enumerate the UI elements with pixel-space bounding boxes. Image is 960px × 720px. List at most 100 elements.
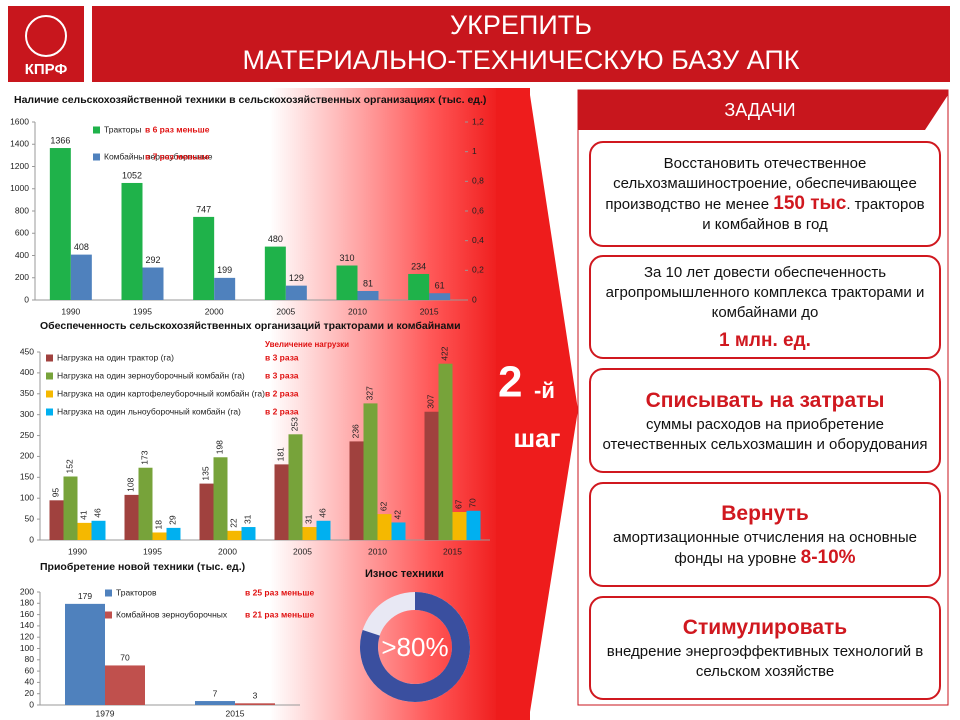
x-tick-label: 1990 (68, 546, 87, 556)
legend-note: в 3 раза (265, 352, 299, 362)
task-box: Восстановить отечественное сельхозмашино… (589, 141, 941, 247)
bar (214, 277, 236, 300)
task-highlight: 8-10% (800, 547, 856, 568)
task-box: Списывать на затраты суммы расходов на п… (589, 368, 941, 473)
data-label: 70 (120, 653, 130, 663)
y-tick-label: 1600 (10, 116, 29, 126)
y2-tick-label: 1,2 (472, 116, 484, 126)
title-bar (92, 6, 950, 82)
bar (316, 520, 331, 540)
bar (302, 527, 317, 540)
task-text: . тракторов и комбайнов в год (702, 195, 925, 233)
y2-tick-label: 0,4 (472, 235, 484, 245)
data-label: 31 (304, 514, 314, 524)
x-tick-label: 1995 (133, 306, 152, 316)
bar (349, 441, 364, 540)
bar (63, 476, 78, 540)
x-tick-label: 1990 (61, 306, 80, 316)
task-box: Стимулировать внедрение энергоэффективны… (589, 596, 941, 700)
data-label: 135 (201, 466, 211, 480)
y-tick-label: 0 (29, 534, 34, 544)
task-text: внедрение энергоэффективных технологий в… (606, 643, 924, 680)
task-text: За 10 лет довести обеспеченность агропро… (605, 264, 925, 321)
logo-emblem (25, 15, 67, 57)
tasks-title: ЗАДАЧИ (724, 100, 795, 120)
data-label: 747 (196, 204, 211, 214)
x-tick-label: 2015 (420, 306, 439, 316)
data-label: 234 (411, 261, 426, 271)
data-label: 22 (229, 518, 239, 528)
y-tick-label: 80 (25, 654, 35, 664)
step-number: 2 (498, 358, 522, 407)
x-tick-label: 2010 (348, 306, 367, 316)
data-label: 292 (145, 255, 160, 265)
data-label: 198 (215, 440, 225, 454)
y-tick-label: 1200 (10, 161, 29, 171)
y2-tick-label: 1 (472, 146, 477, 156)
data-label: 199 (217, 265, 232, 275)
legend-title: Увеличение нагрузки (265, 340, 349, 349)
data-label: 1052 (122, 170, 142, 180)
data-label: 181 (276, 447, 286, 461)
x-tick-label: 2000 (205, 306, 224, 316)
legend-swatch (46, 390, 53, 398)
data-label: 422 (440, 346, 450, 360)
task-heading: Списывать на затраты (645, 388, 885, 412)
data-label: 95 (51, 488, 61, 498)
data-label: 327 (365, 386, 375, 400)
bar (152, 532, 167, 540)
bar (285, 285, 307, 300)
bar (77, 522, 92, 540)
bar (274, 464, 289, 540)
bar (452, 512, 467, 540)
title: УКРЕПИТЬ (450, 10, 592, 40)
bar (199, 483, 214, 540)
bar (49, 148, 71, 300)
y-tick-label: 800 (15, 205, 29, 215)
bar (227, 530, 242, 540)
x-tick-label: 1995 (143, 546, 162, 556)
data-label: 42 (393, 510, 403, 520)
chart-title: Приобретение новой техники (тыс. ед.) (40, 561, 245, 573)
data-label: 46 (93, 508, 103, 518)
task-heading: Вернуть (721, 502, 809, 525)
logo-text: КПРФ (25, 61, 68, 78)
y-tick-label: 450 (20, 346, 34, 356)
y-tick-label: 20 (25, 688, 35, 698)
task-highlight: 1 млн. ед. (719, 330, 811, 351)
x-tick-label: 2005 (276, 306, 295, 316)
legend-note: в 2 раза (265, 406, 299, 416)
y-tick-label: 100 (20, 492, 34, 502)
x-tick-label: 2015 (443, 546, 462, 556)
bar (424, 411, 439, 540)
bar (195, 701, 235, 705)
y-tick-label: 1400 (10, 139, 29, 149)
bar (336, 265, 358, 300)
title: МАТЕРИАЛЬНО-ТЕХНИЧЕСКУЮ БАЗУ АПК (242, 45, 799, 75)
bar (264, 246, 286, 300)
data-label: 408 (74, 242, 89, 252)
data-label: 307 (426, 394, 436, 408)
chart-title: Обеспеченность сельскохозяйственных орга… (40, 320, 461, 332)
y-tick-label: 300 (20, 409, 34, 419)
step-word: шаг (514, 423, 561, 453)
legend-note: в 2 раза (265, 388, 299, 398)
legend-swatch (93, 153, 100, 161)
chart-title: Наличие сельскохозяйственной техники в с… (14, 94, 486, 106)
data-label: 7 (213, 688, 218, 698)
donut-arc (360, 592, 470, 702)
data-label: 81 (363, 278, 373, 288)
y-tick-label: 160 (20, 609, 34, 619)
bar (142, 267, 164, 300)
bar (241, 527, 256, 540)
y-tick-label: 400 (15, 250, 29, 260)
bar (408, 273, 430, 300)
y-tick-label: 50 (25, 513, 35, 523)
x-tick-label: 1979 (96, 708, 115, 718)
bar (288, 434, 303, 540)
data-label: 1366 (50, 135, 70, 145)
y-tick-label: 0 (29, 699, 34, 709)
legend-swatch (93, 126, 100, 134)
task-text: амортизационные отчисления на основные ф… (613, 529, 917, 567)
y2-tick-label: 0,8 (472, 176, 484, 186)
